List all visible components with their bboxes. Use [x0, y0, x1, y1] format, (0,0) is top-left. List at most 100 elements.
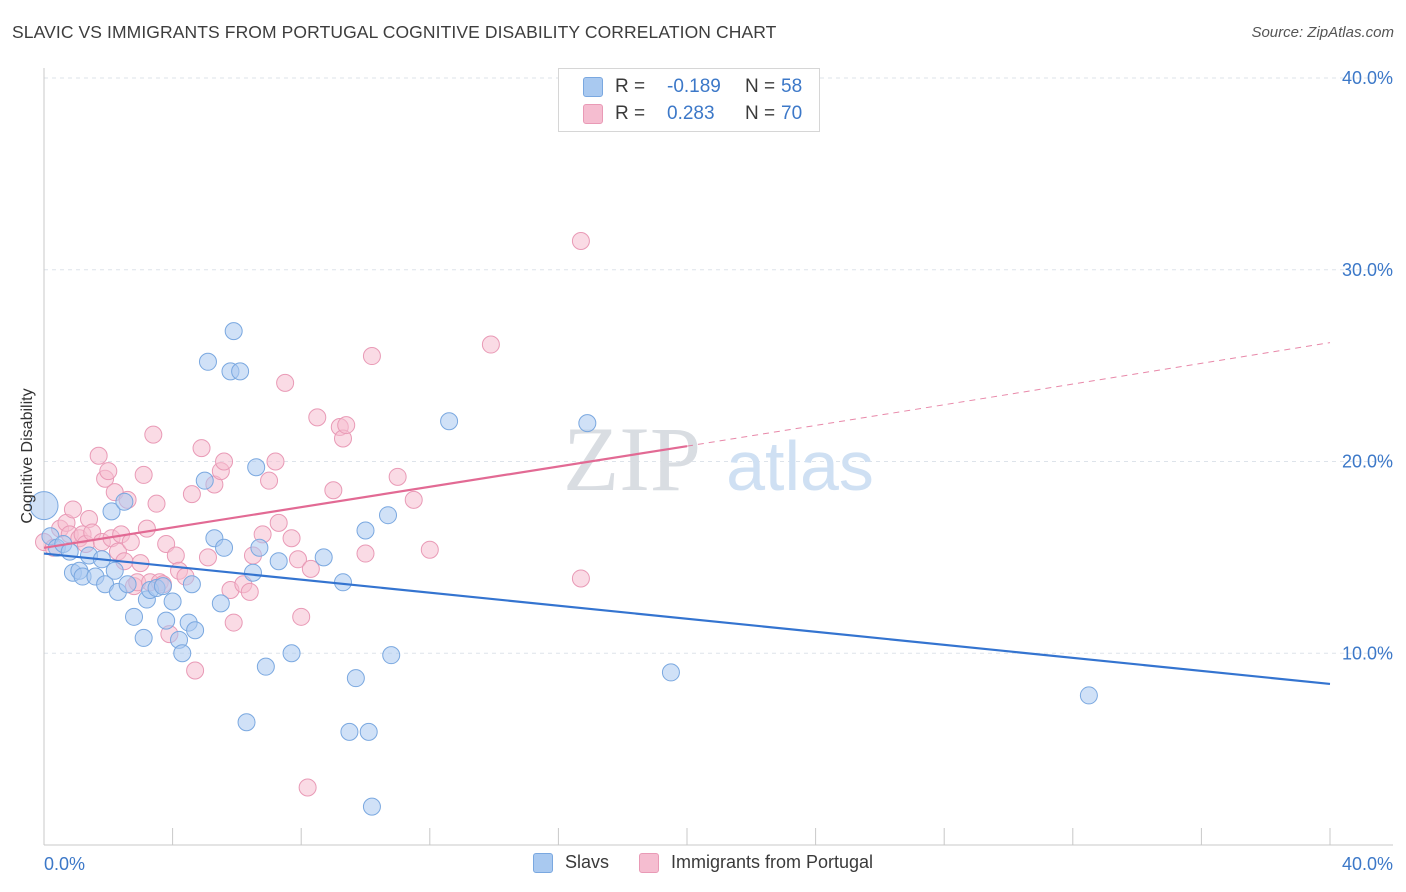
series-swatch-slavs: [532, 852, 553, 873]
slavs-point: [105, 561, 124, 580]
points-layer: [29, 231, 1098, 816]
slavs-point: [359, 722, 378, 741]
slavs-point: [243, 563, 262, 582]
portugal-point: [388, 467, 407, 486]
portugal-trend-line: [43, 445, 688, 549]
portugal-point: [144, 425, 163, 444]
slavs-point: [269, 552, 288, 571]
portugal-point: [266, 452, 285, 471]
slavs-point: [215, 538, 234, 557]
slavs-point: [186, 621, 205, 640]
legend-r-label: R =: [615, 76, 646, 97]
slavs-point: [356, 521, 375, 540]
slavs-point: [211, 594, 230, 613]
portugal-point: [420, 540, 439, 559]
series-legend-item-portugal[interactable]: Immigrants from Portugal: [638, 852, 874, 873]
source-label: Source: ZipAtlas.com: [1251, 24, 1394, 41]
y-axis-label: Cognitive Disability: [19, 388, 36, 524]
x-tick-label: 40.0%: [1342, 854, 1393, 874]
slavs-point: [157, 611, 176, 630]
slavs-point: [340, 722, 359, 741]
portugal-point: [215, 452, 234, 471]
portugal-point: [147, 494, 166, 513]
legend-n-label: N =: [745, 76, 776, 97]
portugal-point: [99, 462, 118, 481]
portugal-point: [292, 607, 311, 626]
slavs-point: [125, 607, 144, 626]
y-tick-label: 20.0%: [1342, 452, 1393, 472]
legend-n-label: N =: [745, 103, 776, 124]
slavs-point: [250, 538, 269, 557]
legend-r-value: 0.283: [667, 103, 715, 124]
legend-r-label: R =: [615, 103, 646, 124]
portugal-point: [260, 471, 279, 490]
watermark-atlas: atlas: [726, 427, 874, 505]
portugal-point: [137, 519, 156, 538]
portugal-point: [337, 416, 356, 435]
portugal-point: [63, 500, 82, 519]
portugal-point: [571, 231, 590, 250]
axis-layer: 10.0% 20.0% 30.0% 40.0% 0.0% 40.0%: [43, 68, 1393, 874]
slavs-point: [153, 577, 172, 596]
portugal-point: [240, 582, 259, 601]
slavs-point: [578, 414, 597, 433]
slavs-point: [173, 644, 192, 663]
portugal-point: [298, 778, 317, 797]
slavs-point: [224, 322, 243, 341]
watermark: ZIP atlas: [563, 408, 874, 510]
slavs-point: [247, 458, 266, 477]
slavs-point: [115, 492, 134, 511]
portugal-point: [182, 485, 201, 504]
portugal-point: [308, 408, 327, 427]
slavs-point: [29, 491, 59, 521]
slavs-point: [182, 575, 201, 594]
slavs-point: [163, 592, 182, 611]
portugal-point: [89, 446, 108, 465]
portugal-point: [134, 465, 153, 484]
slavs-point: [314, 548, 333, 567]
series-name-portugal: Immigrants from Portugal: [670, 852, 874, 872]
series-legend-item-slavs[interactable]: Slavs: [532, 852, 609, 873]
portugal-point: [356, 544, 375, 563]
slavs-point: [362, 797, 381, 816]
series-legend: Slavs Immigrants from Portugal: [0, 852, 1406, 873]
slavs-point: [231, 362, 250, 381]
portugal-point: [157, 534, 176, 553]
portugal-point: [192, 439, 211, 458]
stats-legend: R = -0.189 N = 58 R = 0.283 N = 70: [558, 68, 820, 132]
portugal-point: [481, 335, 500, 354]
slavs-point: [379, 506, 398, 525]
slavs-point: [118, 575, 137, 594]
legend-swatch-portugal: [583, 104, 603, 124]
portugal-point: [166, 546, 185, 565]
portugal-point: [269, 513, 288, 532]
portugal-point: [571, 569, 590, 588]
portugal-point: [324, 481, 343, 500]
slavs-point: [382, 646, 401, 665]
portugal-point: [224, 613, 243, 632]
slavs-point: [134, 628, 153, 647]
slavs-point: [195, 471, 214, 490]
legend-r-value: -0.189: [667, 76, 721, 97]
portugal-trend-extension: [686, 342, 1331, 447]
slavs-point: [1079, 686, 1098, 705]
slavs-point: [661, 663, 680, 682]
legend-n-value: 70: [781, 103, 803, 124]
portugal-point: [362, 347, 381, 366]
legend-swatch-slavs: [583, 77, 603, 97]
y-tick-label: 10.0%: [1342, 643, 1393, 663]
slavs-point: [346, 669, 365, 688]
portugal-point: [282, 529, 301, 548]
slavs-point: [256, 657, 275, 676]
portugal-point: [288, 550, 307, 569]
chart-title: SLAVIC VS IMMIGRANTS FROM PORTUGAL COGNI…: [12, 22, 777, 42]
x-tick-label: 0.0%: [44, 854, 85, 874]
portugal-point: [301, 559, 320, 578]
trend-layer: [43, 342, 1331, 686]
slavs-point: [237, 713, 256, 732]
y-tick-label: 30.0%: [1342, 260, 1393, 280]
portugal-point: [276, 373, 295, 392]
series-swatch-portugal: [638, 852, 659, 873]
slavs-point: [198, 352, 217, 371]
